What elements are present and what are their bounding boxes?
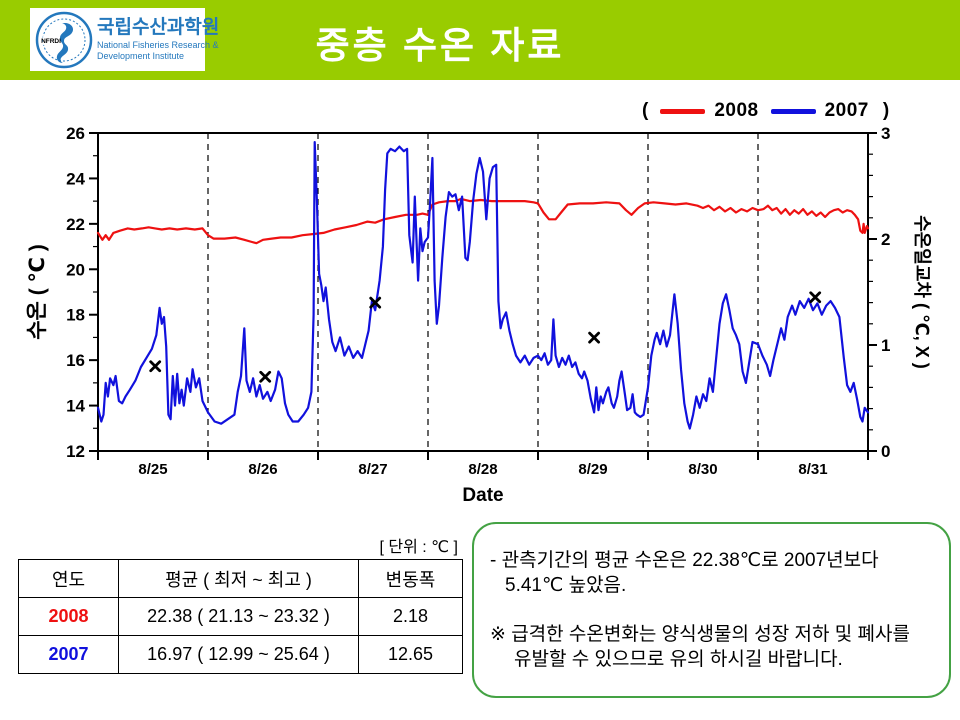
table-variation-2008: 2.18 [358,597,463,636]
note-paragraph-1: - 관측기간의 평균 수온은 22.38℃로 2007년보다 5.41℃ 높았음… [490,550,879,596]
x-tick-label: 8/29 [578,461,607,478]
daily-range-x-marker [259,370,272,383]
right-axis-title: 수온일교차 ( ℃, X ) [912,215,932,369]
nfrdi-emblem-icon: NFRDI [35,11,93,68]
temperature-chart: 12 14 16 18 20 22 24 26 0 1 2 3 8/25 8/26 8/27 8/28 8/29… [0,124,960,510]
daily-range-x-marker [809,291,822,304]
x-axis-title: Date [462,485,503,506]
x-tick-label: 8/27 [358,461,387,478]
table-header-variation: 변동폭 [358,559,463,598]
left-tick-label: 18 [66,306,85,325]
left-tick-label: 16 [66,351,85,370]
right-tick-label: 0 [881,442,890,461]
daily-range-x-marker [369,296,382,309]
table-year-2008: 2008 [18,597,119,636]
legend-label-2008: 2008 [714,100,759,121]
unit-label: [ 단위 : ℃ ] [379,539,458,556]
table-header-avg: 평균 ( 최저 ~ 최고 ) [118,559,359,598]
legend-line-2007 [770,108,816,114]
table-header-row: 연도 평균 ( 최저 ~ 최고 ) 변동폭 [18,559,463,598]
table-avg-2008: 22.38 ( 21.13 ~ 23.32 ) [118,597,359,636]
legend-close-paren: ) [882,100,890,121]
x-tick-label: 8/30 [688,461,717,478]
x-tick-label: 8/25 [138,461,167,478]
summary-table: 연도 평균 ( 최저 ~ 최고 ) 변동폭 2008 22.38 ( 21.13… [18,559,463,674]
nfrdi-badge-text: NFRDI [41,38,61,45]
series-line-2008 [96,197,870,245]
table-header-year: 연도 [18,559,119,598]
org-name-english: National Fisheries Research & Developmen… [97,40,219,61]
x-tick-label: 8/26 [248,461,277,478]
nfrdi-logo: NFRDI 국립수산과학원 National Fisheries Researc… [30,8,219,71]
note-box: - 관측기간의 평균 수온은 22.38℃로 2007년보다 5.41℃ 높았음… [472,522,951,698]
right-tick-label: 3 [881,125,890,143]
left-tick-label: 14 [66,397,85,416]
note-paragraph-2: ※ 급격한 수온변화는 양식생물의 성장 저하 및 폐사를 유발할 수 있으므로… [490,624,910,671]
table-avg-2007: 16.97 ( 12.99 ~ 25.64 ) [118,635,359,674]
chart-legend: ( 2008 2007 ) [642,100,889,122]
x-tick-label: 8/31 [798,461,827,478]
header-band: NFRDI 국립수산과학원 National Fisheries Researc… [0,0,960,80]
daily-range-x-marker [588,331,600,344]
legend-line-2008 [660,108,706,114]
right-tick-label: 1 [881,336,890,355]
daily-range-x-marker [149,360,162,373]
left-tick-label: 26 [66,125,85,143]
left-axis-title: 수온 ( ℃ ) [26,244,49,340]
legend-label-2007: 2007 [824,100,869,121]
table-year-2007: 2007 [18,635,119,674]
table-variation-2007: 12.65 [358,635,463,674]
left-tick-label: 24 [66,169,85,188]
right-tick-label: 2 [881,230,890,249]
table-row-2008: 2008 22.38 ( 21.13 ~ 23.32 ) 2.18 [18,597,463,636]
page-title: 중층 수온 자료 [315,25,565,66]
series-line-2007 [96,141,870,430]
org-name-korean: 국립수산과학원 [97,17,220,39]
x-tick-label: 8/28 [468,461,497,478]
table-row-2007: 2007 16.97 ( 12.99 ~ 25.64 ) 12.65 [18,635,463,674]
left-tick-label: 20 [66,260,85,279]
logo-text: 국립수산과학원 National Fisheries Research & De… [97,18,219,61]
left-tick-label: 12 [66,442,85,461]
left-tick-label: 22 [66,215,85,234]
legend-open-paren: ( [642,100,649,121]
